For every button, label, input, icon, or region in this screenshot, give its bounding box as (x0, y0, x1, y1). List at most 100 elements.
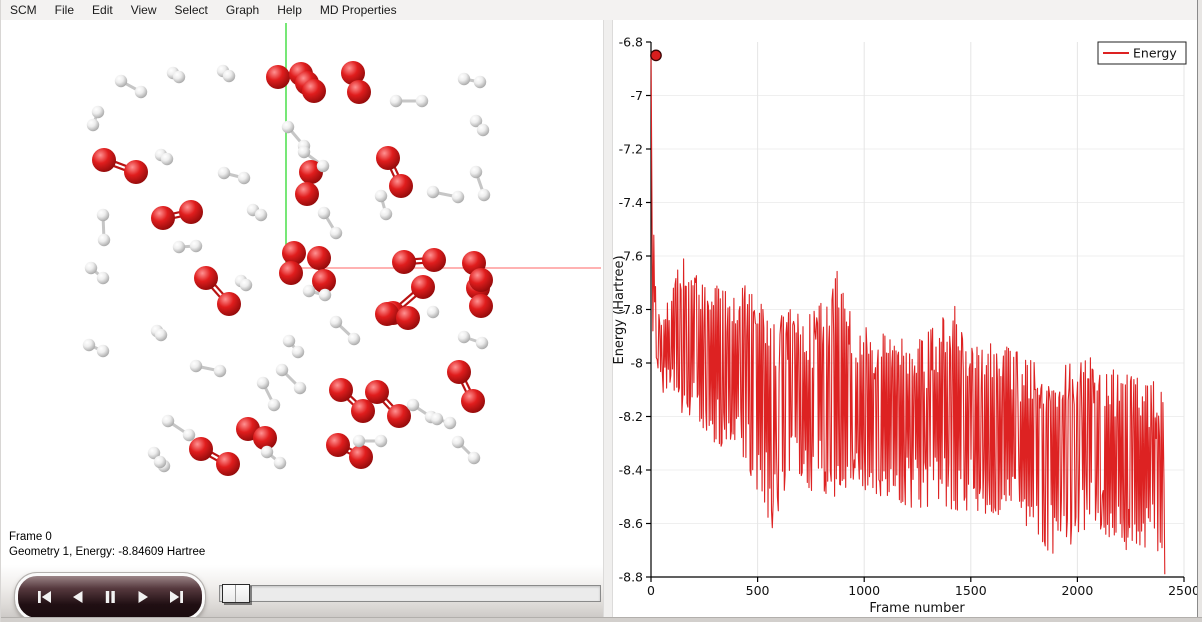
oxygen-atom[interactable] (469, 268, 493, 292)
oxygen-atom[interactable] (179, 200, 203, 224)
oxygen-atom[interactable] (341, 61, 365, 85)
pause-button[interactable] (98, 588, 122, 606)
menu-graph[interactable]: Graph (225, 3, 260, 17)
oxygen-atom[interactable] (217, 292, 241, 316)
hydrogen-atom[interactable] (293, 381, 307, 395)
hydrogen-atom[interactable] (273, 456, 287, 470)
hydrogen-atom[interactable] (222, 69, 236, 83)
oxygen-atom[interactable] (376, 146, 400, 170)
energy-chart[interactable]: -6.8 -7 -7.2 -7.4 -7.6 -7.8 -8 -8.2 -8.4 -8.6 -8.8… (612, 20, 1200, 620)
hydrogen-atom[interactable] (134, 85, 148, 99)
hydrogen-atom[interactable] (161, 414, 175, 428)
hydrogen-atom[interactable] (347, 332, 361, 346)
hydrogen-atom[interactable] (467, 451, 481, 465)
hydrogen-atom[interactable] (267, 398, 281, 412)
hydrogen-atom[interactable] (374, 189, 388, 203)
hydrogen-atom[interactable] (160, 152, 174, 166)
hydrogen-atom[interactable] (275, 363, 289, 377)
step-back-button[interactable] (65, 588, 89, 606)
oxygen-atom[interactable] (447, 360, 471, 384)
hydrogen-atom[interactable] (154, 328, 168, 342)
hydrogen-atom[interactable] (84, 261, 98, 275)
hydrogen-atom[interactable] (469, 114, 483, 128)
menu-help[interactable]: Help (277, 3, 302, 17)
hydrogen-atom[interactable] (189, 239, 203, 253)
oxygen-atom[interactable] (124, 160, 148, 184)
hydrogen-atom[interactable] (457, 72, 471, 86)
oxygen-atom[interactable] (469, 294, 493, 318)
hydrogen-atom[interactable] (153, 455, 167, 469)
hydrogen-atom[interactable] (86, 118, 100, 132)
hydrogen-atom[interactable] (374, 434, 388, 448)
oxygen-atom[interactable] (216, 452, 240, 476)
hydrogen-atom[interactable] (302, 284, 316, 298)
menu-md-properties[interactable]: MD Properties (319, 3, 397, 17)
hydrogen-atom[interactable] (475, 336, 489, 350)
hydrogen-atom[interactable] (96, 344, 110, 358)
frame-slider-thumb[interactable] (222, 584, 250, 603)
hydrogen-atom[interactable] (451, 435, 465, 449)
hydrogen-atom[interactable] (426, 185, 440, 199)
hydrogen-atom[interactable] (443, 416, 457, 430)
oxygen-atom[interactable] (392, 250, 416, 274)
hydrogen-atom[interactable] (457, 330, 471, 344)
oxygen-atom[interactable] (387, 404, 411, 428)
menu-view[interactable]: View (130, 3, 157, 17)
oxygen-atom[interactable] (326, 433, 350, 457)
oxygen-atom[interactable] (411, 275, 435, 299)
oxygen-atom[interactable] (307, 246, 331, 270)
hydrogen-atom[interactable] (352, 434, 366, 448)
oxygen-atom[interactable] (194, 266, 218, 290)
oxygen-atom[interactable] (396, 306, 420, 330)
hydrogen-atom[interactable] (217, 166, 231, 180)
oxygen-atom[interactable] (189, 437, 213, 461)
oxygen-atom[interactable] (389, 174, 413, 198)
oxygen-atom[interactable] (253, 426, 277, 450)
hydrogen-atom[interactable] (97, 233, 111, 247)
hydrogen-atom[interactable] (189, 359, 203, 373)
hydrogen-atom[interactable] (406, 398, 420, 412)
oxygen-atom[interactable] (329, 378, 353, 402)
menu-scm[interactable]: SCM (10, 3, 37, 17)
hydrogen-atom[interactable] (329, 315, 343, 329)
molecule-3d-view[interactable] (1, 20, 603, 530)
oxygen-atom[interactable] (422, 248, 446, 272)
hydrogen-atom[interactable] (172, 240, 186, 254)
oxygen-atom[interactable] (347, 80, 371, 104)
hydrogen-atom[interactable] (476, 123, 490, 137)
current-frame-marker[interactable] (650, 49, 662, 62)
oxygen-atom[interactable] (312, 269, 336, 293)
hydrogen-atom[interactable] (473, 75, 487, 89)
panel-divider[interactable] (603, 20, 613, 622)
hydrogen-atom[interactable] (96, 208, 110, 222)
hydrogen-atom[interactable] (469, 165, 483, 179)
menu-file[interactable]: File (54, 3, 75, 17)
hydrogen-atom[interactable] (316, 159, 330, 173)
hydrogen-atom[interactable] (329, 226, 343, 240)
hydrogen-atom[interactable] (451, 190, 465, 204)
hydrogen-atom[interactable] (239, 278, 253, 292)
hydrogen-atom[interactable] (114, 74, 128, 88)
hydrogen-atom[interactable] (426, 305, 440, 319)
oxygen-atom[interactable] (282, 241, 306, 265)
menu-select[interactable]: Select (174, 3, 208, 17)
hydrogen-atom[interactable] (254, 208, 268, 222)
hydrogen-atom[interactable] (237, 171, 251, 185)
hydrogen-atom[interactable] (91, 105, 105, 119)
frame-slider[interactable] (219, 584, 601, 603)
oxygen-atom[interactable] (151, 206, 175, 230)
hydrogen-atom[interactable] (430, 412, 444, 426)
hydrogen-atom[interactable] (256, 376, 270, 390)
hydrogen-atom[interactable] (282, 334, 296, 348)
hydrogen-atom[interactable] (281, 120, 295, 134)
oxygen-atom[interactable] (461, 389, 485, 413)
oxygen-atom[interactable] (351, 399, 375, 423)
play-button[interactable] (131, 588, 155, 606)
oxygen-atom[interactable] (302, 79, 326, 103)
hydrogen-atom[interactable] (379, 207, 393, 221)
skip-end-button[interactable] (164, 588, 188, 606)
hydrogen-atom[interactable] (182, 428, 196, 442)
hydrogen-atom[interactable] (96, 271, 110, 285)
oxygen-atom[interactable] (295, 182, 319, 206)
oxygen-atom[interactable] (365, 380, 389, 404)
